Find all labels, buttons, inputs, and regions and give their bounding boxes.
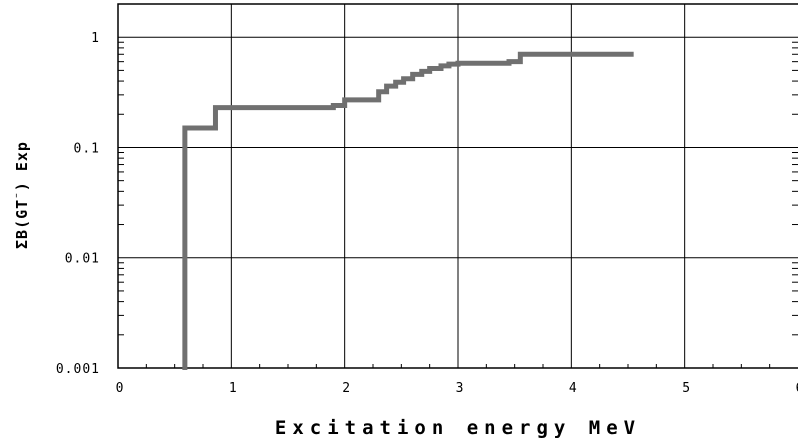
y-tick-label: 0.001 [56,362,100,377]
y-tick-label: 0.01 [65,252,100,267]
x-tick-label: 3 [456,381,465,396]
y-axis-title-prefix: ΣB(GT [13,199,31,249]
x-axis-title: Excitation energy MeV [275,417,641,439]
x-tick-label: 4 [569,381,578,396]
y-tick-labels: 0.001 0.01 0.1 1 [56,31,100,377]
grid [118,4,798,368]
y-tick-label: 0.1 [74,141,100,156]
y-axis-title: ΣB(GT⁻) Exp [12,141,31,249]
x-tick-label: 5 [682,381,691,396]
x-tick-label: 6 [796,381,798,396]
series-step-line [182,51,634,370]
minor-ticks [118,41,798,368]
y-axis-title-suffix: ) Exp [13,141,31,191]
x-tick-label: 2 [342,381,351,396]
y-axis-title-superscript: ⁻ [12,191,25,199]
x-tick-labels: 0 1 2 3 4 5 6 [116,381,798,396]
plot-frame [117,3,798,369]
y-tick-label: 1 [91,31,100,46]
x-tick-label: 0 [116,381,125,396]
x-tick-label: 1 [229,381,238,396]
